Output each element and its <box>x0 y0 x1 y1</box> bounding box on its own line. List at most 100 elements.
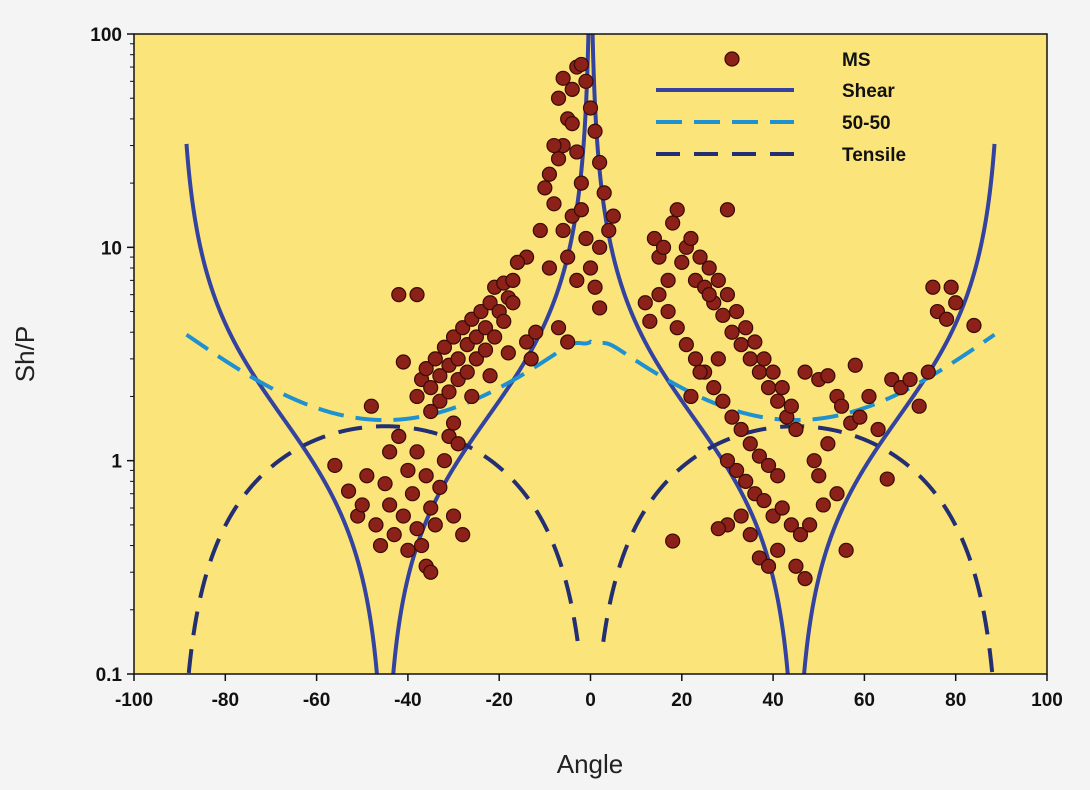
ms-point <box>423 500 439 516</box>
ms-point <box>733 421 749 438</box>
ms-point <box>587 123 603 139</box>
ms-point <box>487 329 503 345</box>
ms-point <box>459 364 475 380</box>
ms-point <box>359 468 375 484</box>
ms-point <box>432 368 448 384</box>
ms-point <box>395 508 411 524</box>
ms-point <box>742 436 758 452</box>
ms-point <box>815 497 831 513</box>
x-tick-label: 20 <box>671 690 692 711</box>
ms-point <box>555 70 571 86</box>
x-axis-label: Angle <box>557 749 624 779</box>
ms-point <box>560 334 576 350</box>
y-axis-label: Sh/P <box>10 326 40 382</box>
ms-point <box>596 185 612 201</box>
ms-point <box>760 558 777 574</box>
ms-point <box>738 320 754 336</box>
ms-point <box>468 329 484 345</box>
ms-point <box>770 542 786 558</box>
ms-point <box>861 388 877 405</box>
ms-point <box>418 468 434 484</box>
ms-point <box>546 137 562 154</box>
ms-point <box>756 351 772 367</box>
ms-point <box>660 272 676 288</box>
ms-point <box>774 380 790 396</box>
ms-point <box>770 393 786 409</box>
ms-point <box>788 421 804 438</box>
ms-point <box>436 453 453 469</box>
shear-curve <box>184 34 997 674</box>
ms-point <box>678 336 694 353</box>
ms-point <box>601 222 617 239</box>
ms-point <box>774 500 790 516</box>
ms-point <box>541 166 558 182</box>
ms-point <box>340 483 357 499</box>
ms-point <box>715 393 731 409</box>
ms-point <box>432 479 448 495</box>
ms-point <box>377 476 393 492</box>
ms-point <box>582 100 599 116</box>
y-tick-label: 100 <box>90 25 122 46</box>
ms-point <box>847 357 863 373</box>
ms-point <box>395 354 411 370</box>
y-tick-label: 1 <box>111 452 122 473</box>
ms-point <box>701 287 717 303</box>
ms-point <box>455 527 471 543</box>
ms-point <box>637 295 653 311</box>
ms-point <box>724 324 740 340</box>
ms-point <box>719 287 736 303</box>
ms-point <box>564 116 580 132</box>
ms-point <box>518 334 535 350</box>
ms-point <box>546 196 562 212</box>
ms-point <box>400 462 416 479</box>
ms-point <box>573 175 589 191</box>
ms-point <box>733 508 749 524</box>
ms-point <box>386 527 402 543</box>
ms-point <box>464 388 480 405</box>
ms-point <box>528 324 544 340</box>
ms-point <box>423 403 439 420</box>
ms-point <box>409 287 425 303</box>
ms-point <box>541 260 558 276</box>
legend-label-fifty: 50-50 <box>842 113 891 134</box>
ms-point <box>500 345 516 361</box>
ms-point <box>368 517 384 533</box>
ms-point <box>445 415 462 431</box>
ms-point <box>550 320 567 336</box>
ms-point <box>838 542 854 558</box>
ms-point <box>655 239 672 255</box>
ms-point <box>797 571 813 587</box>
ms-point <box>920 364 936 380</box>
ms-point <box>582 260 599 276</box>
ms-point <box>760 457 777 474</box>
ms-point <box>404 486 421 502</box>
ms-point <box>473 303 489 320</box>
ms-point <box>400 542 416 558</box>
x-tick-label: 0 <box>585 690 596 711</box>
ms-point <box>765 364 781 380</box>
ms-point <box>578 73 594 89</box>
ms-point <box>642 313 658 329</box>
ms-point <box>665 215 681 231</box>
y-tick-label: 0.1 <box>96 665 123 686</box>
ms-point <box>733 336 749 353</box>
ms-point <box>879 471 895 487</box>
ms-point <box>482 295 498 311</box>
legend-label-ms: MS <box>842 50 871 71</box>
ms-point <box>829 486 845 502</box>
ms-point <box>413 537 430 554</box>
ms-point <box>911 398 927 414</box>
ms-point <box>505 295 521 311</box>
ms-point <box>792 527 809 543</box>
ms-point <box>372 537 389 554</box>
x-tick-label: -40 <box>394 690 421 711</box>
y-axis: 0.1 1 10 100 <box>90 25 134 686</box>
ms-point <box>710 272 726 288</box>
ms-point <box>669 202 685 218</box>
legend: MS Shear 50-50 Tensile <box>656 50 906 166</box>
ms-point <box>537 180 553 196</box>
ms-point <box>719 202 736 218</box>
ms-points <box>327 56 982 587</box>
ms-point <box>532 222 548 239</box>
